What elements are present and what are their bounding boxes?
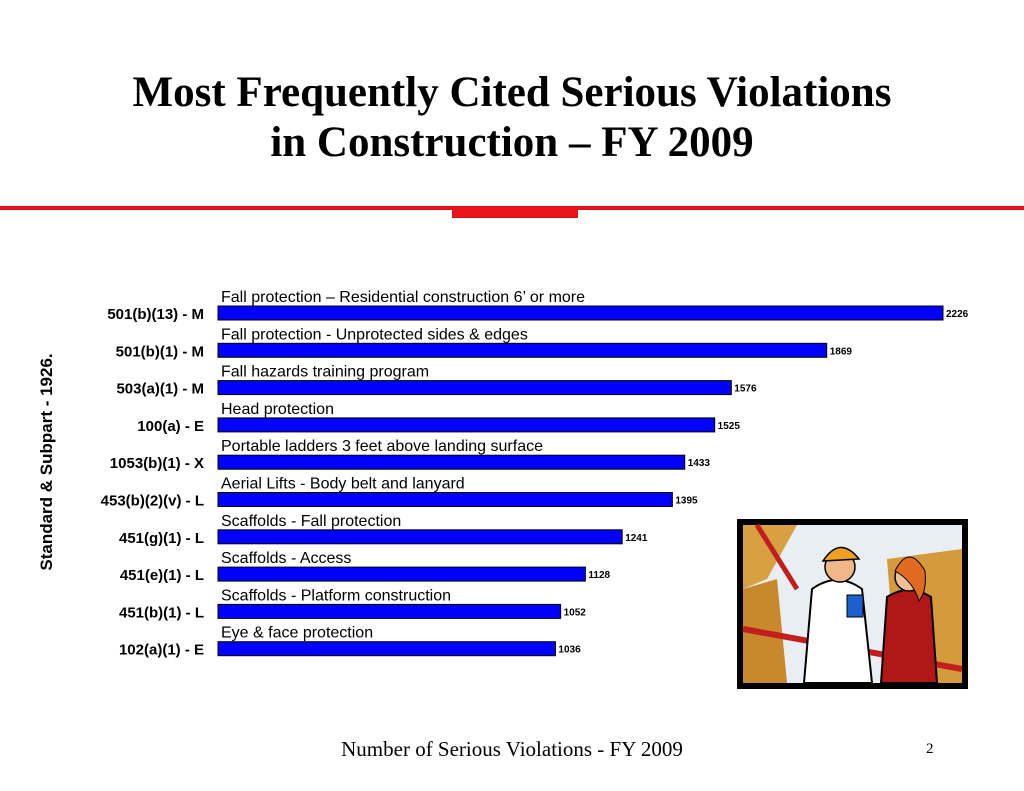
bar <box>217 529 623 545</box>
category-label: 453(b)(2)(v) - L <box>101 493 204 510</box>
title-line-2: in Construction – FY 2009 <box>270 119 754 166</box>
title-rule-accent <box>452 206 578 218</box>
bar-description: Scaffolds - Fall protection <box>221 513 401 530</box>
data-label: 1052 <box>564 607 587 618</box>
category-label: 503(a)(1) - M <box>116 381 204 398</box>
page-number: 2 <box>926 741 934 757</box>
category-label: 501(b)(13) - M <box>107 306 204 323</box>
data-label: 2226 <box>946 309 969 320</box>
bar <box>217 417 716 433</box>
bar-description: Fall protection - Unprotected sides & ed… <box>221 326 528 343</box>
slide-title: Most Frequently Cited Serious Violations… <box>0 68 1024 168</box>
bar-description: Portable ladders 3 feet above landing su… <box>221 438 543 455</box>
bar <box>217 305 944 321</box>
data-label: 1036 <box>558 645 581 656</box>
title-line-1: Most Frequently Cited Serious Violations <box>132 69 892 116</box>
data-label: 1525 <box>718 421 741 432</box>
data-label: 1576 <box>734 384 757 395</box>
bar <box>217 492 673 507</box>
bar-description: Fall hazards training program <box>221 364 429 381</box>
category-label: 100(a) - E <box>137 418 204 435</box>
category-label: 1053(b)(1) - X <box>110 455 204 472</box>
category-label: 451(b)(1) - L <box>119 604 204 621</box>
category-label: 501(b)(1) - M <box>116 343 204 360</box>
category-label: 102(a)(1) - E <box>119 642 204 659</box>
data-label: 1395 <box>675 496 698 507</box>
bar <box>217 641 556 657</box>
bar <box>217 342 828 358</box>
data-label: 1128 <box>588 570 610 581</box>
category-label: 451(g)(1) - L <box>119 530 204 547</box>
chart-footer: Number of Serious Violations - FY 2009 <box>341 737 683 761</box>
bar-description: Head protection <box>221 401 334 418</box>
data-label: 1869 <box>830 346 853 357</box>
category-label: 451(e)(1) - L <box>120 567 204 584</box>
construction-workers-clipart <box>737 519 968 689</box>
bar <box>217 566 586 582</box>
bar-description: Scaffolds - Platform construction <box>221 587 451 604</box>
bar-description: Eye & face protection <box>221 625 373 642</box>
bar-description: Scaffolds - Access <box>221 550 351 567</box>
data-label: 1241 <box>625 533 648 544</box>
bar <box>217 380 732 396</box>
bar <box>217 603 562 619</box>
bar-description: Fall protection – Residential constructi… <box>221 289 585 306</box>
data-label: 1433 <box>688 458 711 469</box>
bar-description: Aerial Lifts - Body belt and lanyard <box>221 476 465 493</box>
bar <box>217 454 686 470</box>
